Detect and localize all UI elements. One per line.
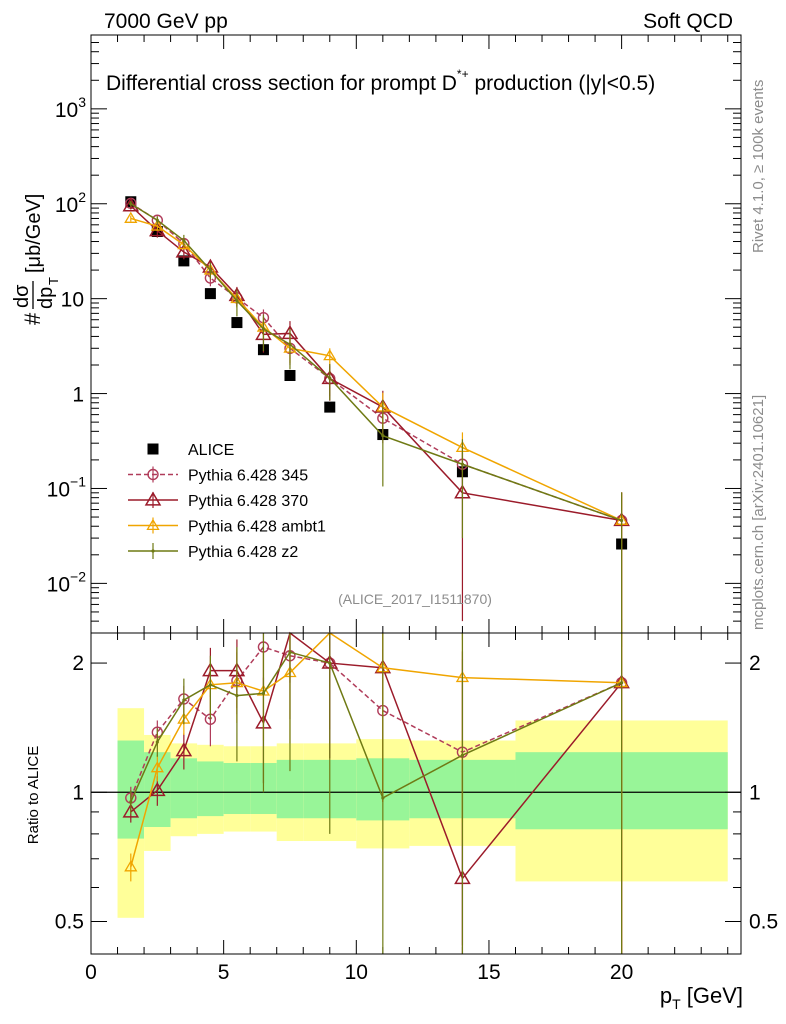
legend-label-ambt1: Pythia 6.428 ambt1 bbox=[188, 519, 326, 536]
point-ambt1 bbox=[124, 211, 138, 223]
series-ambt1 bbox=[124, 211, 629, 633]
point-ambt1 bbox=[150, 219, 164, 231]
point-p370 bbox=[122, 197, 140, 212]
svg-text:#: # bbox=[20, 312, 45, 325]
svg-text:T: T bbox=[46, 277, 61, 285]
main-series bbox=[122, 196, 630, 633]
rivet-label: Rivet 4.1.0, ≥ 100k events bbox=[750, 80, 767, 253]
ratio-point-z2 bbox=[155, 740, 159, 744]
svg-text:[μb/GeV]: [μb/GeV] bbox=[23, 194, 45, 273]
point-alice bbox=[324, 401, 336, 413]
point-z2 bbox=[620, 518, 624, 523]
main-y-tick-label: 1 bbox=[72, 384, 84, 407]
ratio-x-tick-label: 10 bbox=[345, 961, 368, 984]
ratio-x-tick-label: 0 bbox=[85, 961, 97, 984]
main-title: Differential cross section for prompt D*… bbox=[106, 67, 655, 95]
legend-marker-alice bbox=[147, 443, 159, 455]
legend-entry-ambt1: Pythia 6.428 ambt1 bbox=[128, 517, 326, 536]
analysis-watermark: (ALICE_2017_I1511870) bbox=[338, 591, 492, 607]
point-z2 bbox=[208, 268, 212, 272]
ratio-point-z2 bbox=[261, 691, 266, 695]
band-inner bbox=[223, 763, 251, 815]
ratio-point-z2 bbox=[328, 661, 332, 665]
ratio-y-tick-label-right: 2 bbox=[749, 652, 761, 675]
mcplots-label: mcplots.cern.ch [arXiv:2401.10621] bbox=[750, 395, 767, 630]
ratio-axis-ticks: 0 5 10 15 20 0.5 0.5 1 1 2 2 bbox=[55, 633, 778, 984]
header-right-label: Soft QCD bbox=[643, 10, 733, 33]
legend: ALICE Pythia 6.428 345 Pythia 6.428 370 Pyt… bbox=[128, 442, 326, 561]
point-z2 bbox=[328, 376, 332, 380]
ratio-x-tick-label: 20 bbox=[610, 961, 633, 984]
ratio-point-z2 bbox=[129, 800, 133, 804]
ratio-frame bbox=[90, 632, 742, 955]
point-p370 bbox=[175, 243, 193, 258]
x-axis-label: pT [GeV] bbox=[660, 983, 743, 1012]
ratio-point-z2 bbox=[208, 683, 212, 687]
ratio-point-ambt1 bbox=[124, 860, 138, 872]
legend-label-p345: Pythia 6.428 345 bbox=[188, 468, 308, 485]
point-z2 bbox=[129, 202, 133, 206]
series-p345 bbox=[125, 197, 628, 633]
ratio-point-z2 bbox=[182, 698, 186, 702]
point-z2 bbox=[261, 327, 266, 331]
ratio-x-tick-label: 15 bbox=[477, 961, 500, 984]
series-z2 bbox=[129, 200, 624, 633]
ratio-point-p370 bbox=[149, 781, 166, 797]
band-inner bbox=[197, 761, 224, 817]
legend-marker-z2 bbox=[151, 549, 155, 553]
point-ambt1 bbox=[323, 349, 337, 361]
ratio-series-z2 bbox=[129, 633, 624, 954]
ratio-point-z2 bbox=[460, 753, 465, 757]
ratio-y-tick-label-right: 0.5 bbox=[749, 910, 778, 933]
ratio-x-tick-label: 5 bbox=[218, 961, 230, 984]
svg-text:dσ: dσ bbox=[11, 284, 33, 308]
ratio-y-tick-label-left: 0.5 bbox=[55, 910, 84, 933]
main-y-tick-label: 10−2 bbox=[47, 568, 87, 596]
legend-marker-p345 bbox=[147, 468, 159, 481]
legend-label-z2: Pythia 6.428 z2 bbox=[188, 544, 298, 561]
ratio-point-z2 bbox=[288, 650, 292, 654]
legend-entry-alice: ALICE bbox=[147, 442, 234, 459]
point-z2 bbox=[155, 218, 159, 222]
main-y-tick-label: 10 bbox=[61, 289, 84, 312]
main-y-tick-label: 10−1 bbox=[47, 473, 87, 501]
ratio-point-z2 bbox=[235, 693, 239, 698]
legend-label-p370: Pythia 6.428 370 bbox=[188, 493, 308, 510]
main-ylabel: # dσ dp T [μb/GeV] bbox=[11, 194, 61, 325]
main-y-tick-label: 103 bbox=[55, 94, 86, 122]
point-z2 bbox=[288, 342, 292, 346]
point-alice bbox=[284, 370, 296, 382]
legend-entry-p345: Pythia 6.428 345 bbox=[128, 466, 308, 485]
ratio-series bbox=[122, 631, 630, 954]
point-alice bbox=[231, 317, 243, 329]
ratio-y-tick-label-left: 2 bbox=[72, 652, 84, 675]
ratio-ylabel: Ratio to ALICE bbox=[25, 746, 42, 844]
ratio-point-ambt1 bbox=[150, 761, 164, 773]
point-z2 bbox=[182, 238, 186, 243]
ratio-uncertainty-bands bbox=[91, 708, 741, 918]
ratio-point-p370 bbox=[175, 742, 193, 757]
legend-entry-z2: Pythia 6.428 z2 bbox=[128, 543, 298, 561]
point-z2 bbox=[381, 434, 385, 438]
ratio-y-tick-label-left: 1 bbox=[72, 781, 84, 804]
point-alice bbox=[204, 288, 216, 300]
legend-entry-p370: Pythia 6.428 370 bbox=[128, 491, 308, 510]
main-y-tick-label: 102 bbox=[55, 189, 86, 217]
ratio-panel: 0 5 10 15 20 0.5 0.5 1 1 2 2 Ratio to ALICE pT [Ge… bbox=[25, 631, 778, 1012]
point-alice bbox=[178, 255, 190, 267]
point-z2 bbox=[235, 299, 239, 303]
legend-marker-ambt1 bbox=[146, 518, 160, 530]
legend-marker-p370 bbox=[144, 491, 162, 506]
ratio-point-z2 bbox=[381, 796, 385, 800]
ratio-point-p370 bbox=[122, 803, 140, 818]
svg-text:dp: dp bbox=[35, 287, 57, 309]
legend-label-alice: ALICE bbox=[188, 442, 234, 459]
header-left-label: 7000 GeV pp bbox=[104, 10, 228, 33]
ratio-point-z2 bbox=[620, 681, 624, 685]
ratio-y-tick-label-right: 1 bbox=[749, 781, 761, 804]
point-z2 bbox=[460, 462, 465, 466]
